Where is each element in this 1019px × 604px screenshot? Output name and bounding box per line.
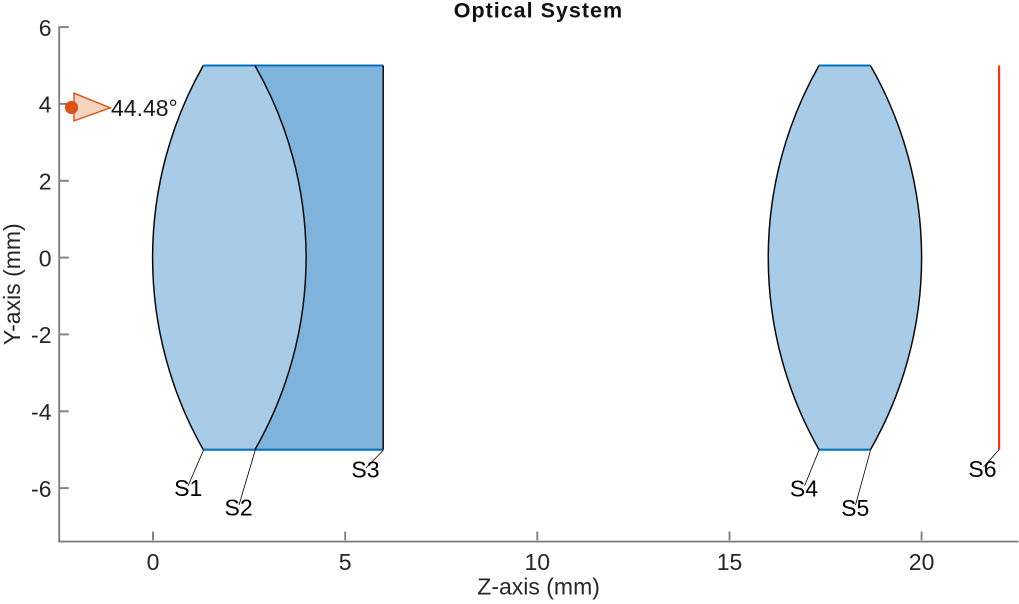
- svg-text:-6: -6: [31, 476, 51, 502]
- svg-text:0: 0: [147, 549, 160, 575]
- svg-text:-2: -2: [31, 322, 51, 348]
- svg-text:S1: S1: [174, 475, 202, 501]
- svg-text:S6: S6: [968, 456, 996, 482]
- svg-text:S4: S4: [790, 475, 818, 501]
- svg-text:S2: S2: [225, 495, 253, 521]
- svg-text:4: 4: [39, 92, 52, 118]
- svg-text:44.48°: 44.48°: [111, 95, 178, 121]
- svg-text:Optical System: Optical System: [454, 0, 623, 23]
- svg-text:6: 6: [39, 15, 52, 41]
- svg-text:0: 0: [39, 245, 52, 271]
- svg-text:20: 20: [909, 549, 935, 575]
- svg-text:15: 15: [717, 549, 743, 575]
- svg-text:S3: S3: [351, 456, 379, 482]
- svg-text:Z-axis (mm): Z-axis (mm): [477, 574, 600, 600]
- svg-text:2: 2: [39, 169, 52, 195]
- svg-text:S5: S5: [841, 495, 869, 521]
- svg-text:-4: -4: [31, 399, 52, 425]
- svg-text:5: 5: [339, 549, 352, 575]
- svg-text:Y-axis (mm): Y-axis (mm): [0, 223, 25, 345]
- svg-text:10: 10: [525, 549, 551, 575]
